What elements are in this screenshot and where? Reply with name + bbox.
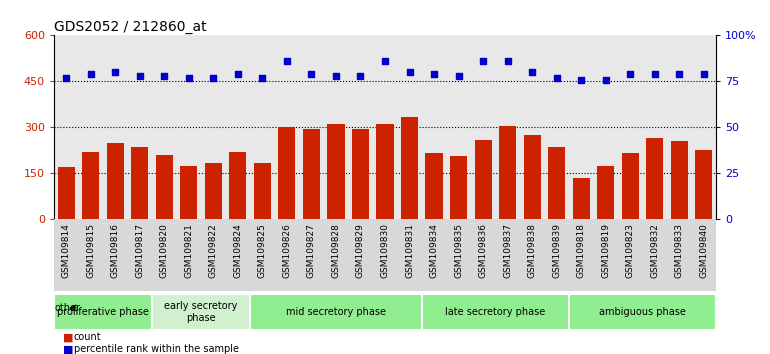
Point: [256, 75, 269, 80]
Text: other: other: [55, 303, 80, 313]
Bar: [303, 129, 320, 219]
Text: GSM109833: GSM109833: [675, 223, 684, 278]
Text: GSM109836: GSM109836: [479, 223, 487, 278]
Bar: [131, 147, 149, 219]
Point: [109, 69, 122, 75]
Point: [281, 58, 293, 64]
Text: GSM109817: GSM109817: [136, 223, 144, 278]
Text: GSM109832: GSM109832: [651, 223, 659, 278]
Text: GSM109834: GSM109834: [430, 223, 439, 278]
Bar: [426, 153, 443, 219]
Point: [575, 77, 588, 82]
Point: [453, 73, 465, 79]
Text: percentile rank within the sample: percentile rank within the sample: [73, 344, 239, 354]
Bar: [569, 294, 716, 330]
Point: [354, 73, 367, 79]
Point: [673, 71, 685, 77]
Text: GSM109818: GSM109818: [577, 223, 586, 278]
Point: [207, 75, 219, 80]
Bar: [152, 294, 250, 330]
Bar: [327, 124, 344, 219]
Point: [698, 71, 710, 77]
Bar: [524, 135, 541, 219]
Bar: [352, 129, 369, 219]
Text: late secretory phase: late secretory phase: [445, 307, 545, 317]
Bar: [229, 152, 246, 219]
Text: GSM109816: GSM109816: [111, 223, 119, 278]
Text: GSM109825: GSM109825: [258, 223, 267, 278]
Bar: [474, 139, 492, 219]
Text: GSM109828: GSM109828: [331, 223, 340, 278]
Bar: [156, 155, 172, 219]
Text: GSM109819: GSM109819: [601, 223, 611, 278]
Point: [501, 58, 514, 64]
Bar: [422, 294, 569, 330]
Bar: [377, 124, 393, 219]
Bar: [278, 127, 296, 219]
Point: [60, 75, 72, 80]
Bar: [58, 167, 75, 219]
Bar: [695, 150, 712, 219]
Text: mid secretory phase: mid secretory phase: [286, 307, 386, 317]
Bar: [205, 162, 222, 219]
Text: GDS2052 / 212860_at: GDS2052 / 212860_at: [54, 21, 206, 34]
Bar: [106, 143, 124, 219]
Point: [232, 71, 244, 77]
Text: GSM109815: GSM109815: [86, 223, 95, 278]
Bar: [499, 126, 516, 219]
Bar: [250, 294, 422, 330]
Text: GSM109823: GSM109823: [626, 223, 634, 278]
Bar: [598, 166, 614, 219]
Bar: [54, 294, 152, 330]
Point: [305, 71, 317, 77]
Point: [600, 77, 612, 82]
Point: [526, 69, 538, 75]
Point: [403, 69, 416, 75]
Text: GSM109840: GSM109840: [699, 223, 708, 278]
Text: early secretory
phase: early secretory phase: [164, 301, 238, 323]
Text: GSM109831: GSM109831: [405, 223, 414, 278]
Text: GSM109830: GSM109830: [380, 223, 390, 278]
Bar: [450, 156, 467, 219]
Bar: [548, 147, 565, 219]
Text: GSM109821: GSM109821: [184, 223, 193, 278]
Point: [428, 71, 440, 77]
Point: [379, 58, 391, 64]
Text: GSM109820: GSM109820: [159, 223, 169, 278]
Text: GSM109838: GSM109838: [527, 223, 537, 278]
Text: GSM109837: GSM109837: [503, 223, 512, 278]
Text: GSM109822: GSM109822: [209, 223, 218, 278]
Point: [182, 75, 195, 80]
Text: ■: ■: [63, 332, 74, 342]
Bar: [401, 116, 418, 219]
Bar: [254, 162, 271, 219]
Point: [85, 71, 97, 77]
Text: GSM109824: GSM109824: [233, 223, 243, 278]
Text: ambiguous phase: ambiguous phase: [599, 307, 686, 317]
Text: GSM109827: GSM109827: [307, 223, 316, 278]
Point: [330, 73, 342, 79]
Bar: [671, 141, 688, 219]
Bar: [621, 153, 639, 219]
Text: GSM109826: GSM109826: [283, 223, 291, 278]
Point: [624, 71, 637, 77]
Point: [477, 58, 489, 64]
Text: GSM109814: GSM109814: [62, 223, 71, 278]
Text: count: count: [73, 332, 101, 342]
Bar: [573, 178, 590, 219]
Point: [158, 73, 170, 79]
Text: GSM109835: GSM109835: [454, 223, 463, 278]
Text: ■: ■: [63, 344, 74, 354]
Text: proliferative phase: proliferative phase: [57, 307, 149, 317]
Text: GSM109839: GSM109839: [552, 223, 561, 278]
Bar: [180, 166, 197, 219]
Text: GSM109829: GSM109829: [356, 223, 365, 278]
Point: [648, 71, 661, 77]
Point: [551, 75, 563, 80]
Point: [133, 73, 146, 79]
Bar: [82, 152, 99, 219]
Bar: [646, 138, 664, 219]
